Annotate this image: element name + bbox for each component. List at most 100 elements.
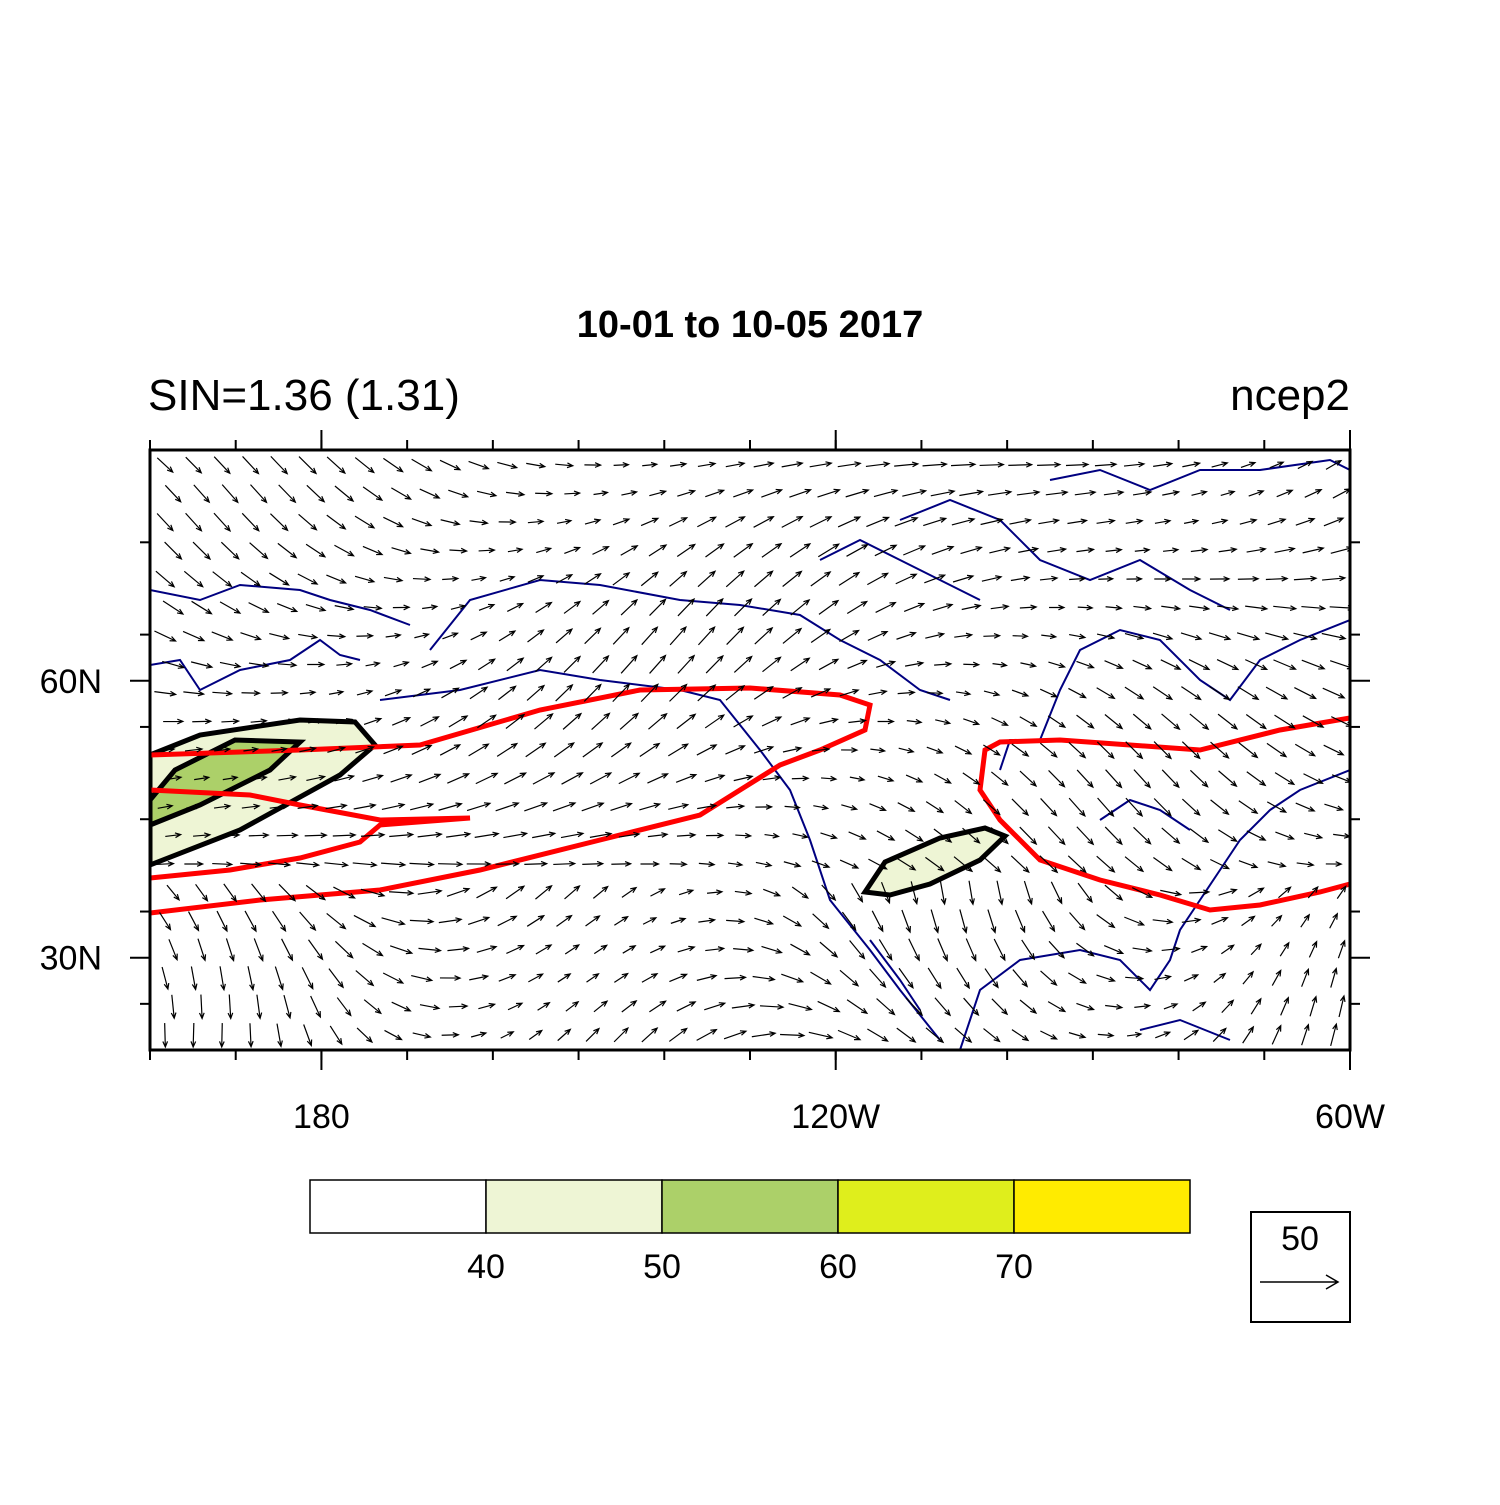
wind-arrow (1132, 947, 1153, 953)
wind-arrow (306, 484, 326, 503)
wind-arrow (1134, 1003, 1152, 1010)
wind-arrow (214, 746, 232, 753)
wind-arrow (788, 1002, 813, 1011)
wind-arrow (639, 802, 662, 811)
wind-arrow (1295, 802, 1316, 812)
wind-arrow (419, 488, 441, 499)
wind-arrow (821, 884, 837, 902)
wind-arrow (248, 662, 270, 668)
wind-arrow (1216, 658, 1240, 671)
wind-arrow (392, 604, 411, 611)
wind-arrow (305, 884, 327, 901)
wind-arrow (1125, 741, 1144, 760)
wind-arrow (676, 713, 697, 730)
wind-arrow (782, 746, 803, 753)
wind-arrow (752, 975, 776, 982)
wind-arrow (991, 771, 1009, 787)
wind-arrow (759, 1003, 785, 1010)
wind-arrow (725, 516, 746, 528)
wind-arrow (1045, 489, 1069, 496)
wind-arrow (362, 545, 384, 556)
wind-arrow (219, 601, 242, 614)
wind-arrow (507, 1002, 524, 1011)
wind-arrow (279, 718, 296, 725)
wind-arrow (505, 713, 526, 729)
wind-arrow (734, 890, 753, 896)
wind-arrow (790, 943, 811, 956)
wind-arrow (1094, 461, 1118, 468)
wind-arrow (1077, 882, 1093, 904)
wind-arrow (1105, 604, 1123, 611)
wind-arrow (647, 773, 669, 784)
wind-arrow (869, 803, 887, 811)
wind-arrow (784, 804, 801, 811)
wind-arrow (383, 745, 404, 755)
wind-arrow (876, 660, 897, 668)
wind-arrow (269, 803, 290, 810)
wind-arrow (1040, 798, 1058, 817)
wind-arrow (954, 745, 973, 755)
ticks (130, 430, 1370, 1070)
wind-arrow (678, 889, 695, 896)
wind-arrow (1040, 1030, 1059, 1040)
wind-arrow (159, 912, 172, 931)
wind-arrow (1333, 833, 1350, 839)
wind-arrow (733, 715, 754, 728)
wind-arrow (811, 860, 831, 869)
wind-arrow (848, 831, 867, 840)
wind-arrow (223, 883, 238, 903)
wind-arrow (448, 1003, 469, 1010)
wind-arrow (213, 803, 232, 810)
wind-arrow (276, 832, 299, 839)
wind-arrow (1076, 942, 1095, 957)
wind-arrow (1183, 1029, 1200, 1041)
wind-arrow (418, 947, 443, 953)
wind-arrow (762, 656, 782, 673)
wind-arrow (1161, 946, 1181, 952)
wind-arrow (1153, 798, 1172, 817)
wind-arrow (930, 489, 956, 497)
wind-arrow (927, 967, 942, 990)
wind-arrow (1123, 461, 1146, 468)
wind-arrow (297, 573, 319, 585)
wind-arrow (755, 804, 774, 810)
wind-arrow (478, 603, 496, 611)
wind-arrow (365, 661, 381, 668)
wind-arrow (283, 994, 292, 1020)
wind-arrow (1271, 914, 1283, 927)
map-area (130, 430, 1370, 1070)
wind-arrow (1124, 632, 1145, 640)
wind-arrow (1048, 769, 1066, 788)
wind-arrow (362, 486, 384, 502)
wind-arrow (1322, 575, 1347, 582)
wind-arrow (240, 861, 263, 868)
wind-arrow (561, 772, 584, 785)
wind-arrow (497, 915, 518, 927)
wind-arrow (1265, 686, 1289, 700)
wind-arrow (1076, 1002, 1096, 1011)
wind-arrow (412, 576, 432, 583)
wind-arrow (553, 742, 575, 758)
wind-arrow (1265, 632, 1290, 641)
wind-arrow (441, 687, 460, 699)
wind-arrow (839, 969, 860, 987)
wind-arrow (668, 1027, 688, 1042)
wind-arrow (475, 772, 499, 785)
wind-arrow (211, 631, 234, 641)
wind-arrow (761, 716, 783, 727)
wind-arrow (952, 574, 975, 583)
wind-arrow (648, 712, 668, 730)
wind-arrow (164, 484, 182, 503)
wind-arrow (819, 717, 840, 725)
wind-arrow (612, 683, 631, 703)
wind-arrow (163, 718, 185, 725)
wind-arrow (669, 461, 688, 468)
wind-arrow (898, 967, 914, 990)
wind-arrow (216, 910, 228, 933)
wind-arrow (213, 512, 232, 532)
wind-arrow (1181, 798, 1201, 816)
wind-arrow (466, 861, 492, 867)
wind-arrow (504, 772, 528, 785)
wind-arrow (500, 1031, 515, 1039)
wind-arrow (526, 684, 546, 701)
